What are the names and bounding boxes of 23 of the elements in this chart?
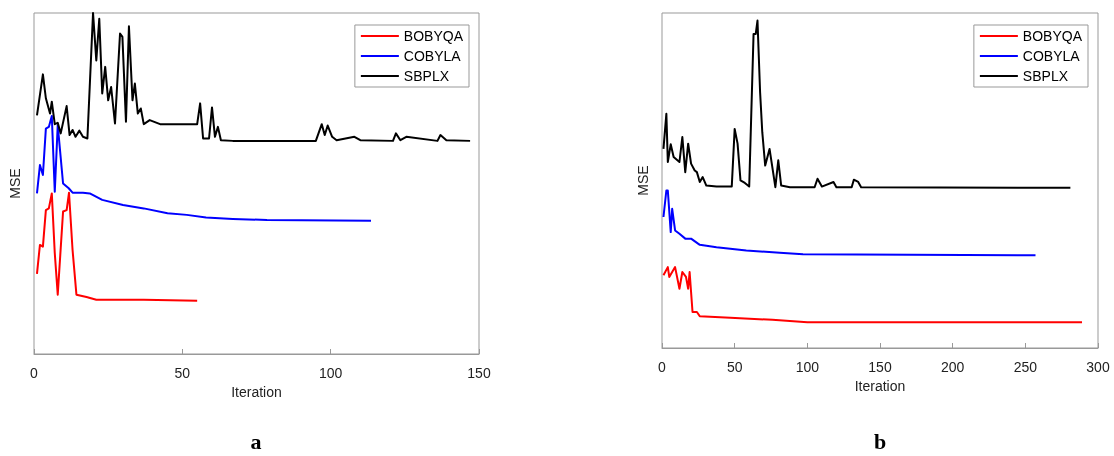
legend-label: COBYLA [1022, 48, 1081, 64]
x-axis-title: Iteration [854, 377, 906, 394]
x-tick-label: 50 [726, 359, 743, 375]
legend-label: SBPLX [1022, 68, 1069, 84]
x-tick-label: 0 [30, 365, 39, 381]
text: a [250, 428, 262, 454]
x-tick-label: 200 [940, 359, 965, 375]
x-tick-label: 150 [868, 359, 892, 375]
legend-label: SBPLX [403, 68, 450, 84]
x-tick-label: 250 [1013, 359, 1038, 375]
x-tick-label: 300 [1086, 359, 1110, 375]
text: b [874, 428, 887, 454]
x-tick-label: 150 [467, 365, 491, 381]
y-axis-title: MSE [635, 165, 651, 196]
x-tick-label: 50 [174, 365, 191, 381]
x-tick-label: 100 [795, 359, 820, 375]
legend-label: BOBYQA [403, 28, 464, 44]
x-tick-label: 0 [658, 359, 667, 375]
legend-label: BOBYQA [1022, 28, 1083, 44]
x-tick-label: 100 [318, 365, 343, 381]
legend-label: COBYLA [403, 48, 462, 64]
y-axis-title: MSE [7, 168, 23, 199]
x-axis-title: Iteration [231, 383, 282, 400]
